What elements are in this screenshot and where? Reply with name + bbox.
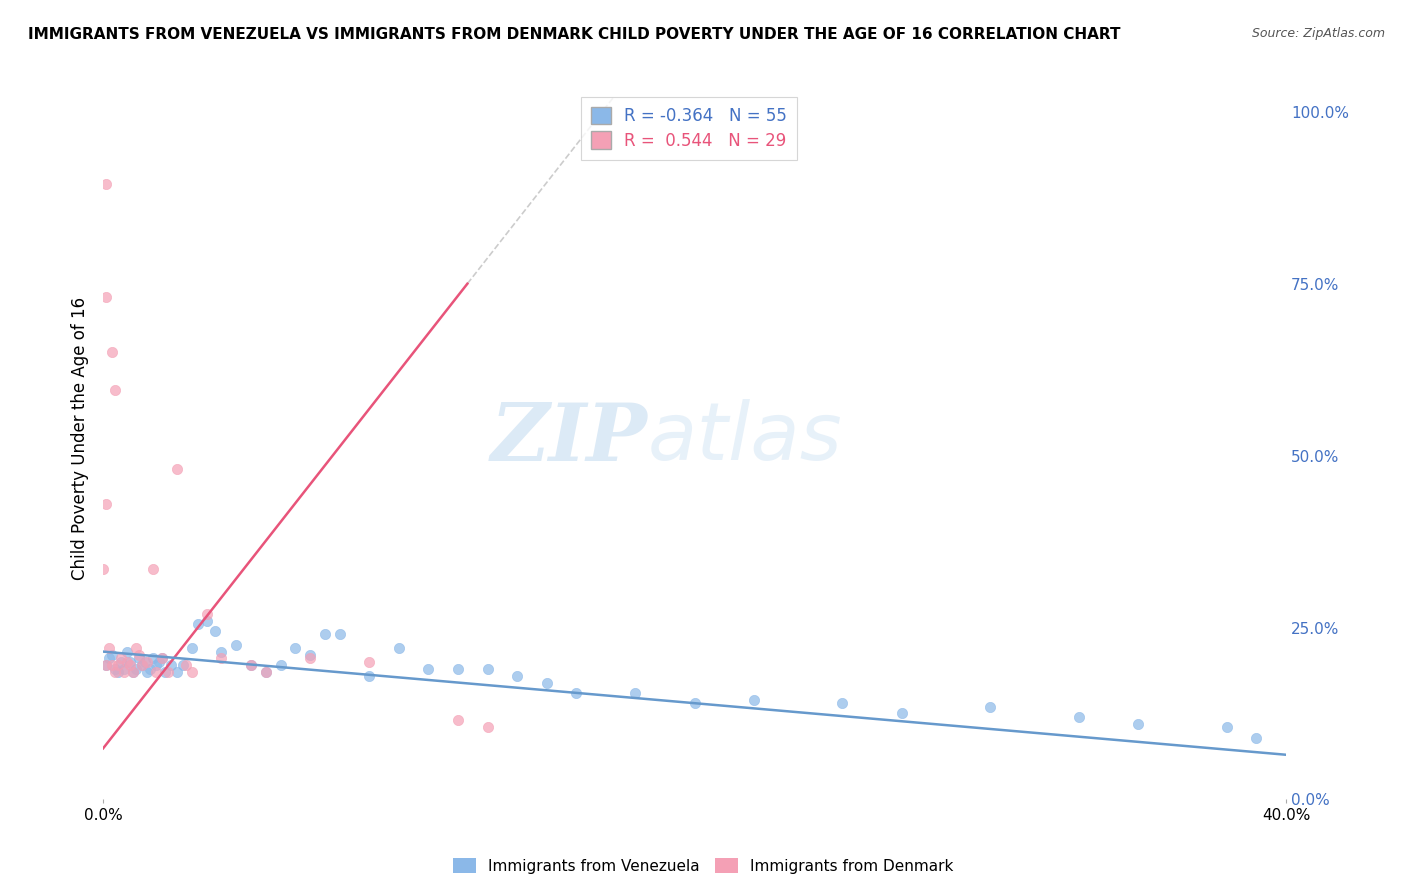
Point bbox=[128, 648, 150, 662]
Point bbox=[225, 638, 247, 652]
Point bbox=[174, 658, 197, 673]
Point bbox=[565, 686, 588, 700]
Text: IMMIGRANTS FROM VENEZUELA VS IMMIGRANTS FROM DENMARK CHILD POVERTY UNDER THE AGE: IMMIGRANTS FROM VENEZUELA VS IMMIGRANTS … bbox=[28, 27, 1121, 42]
Point bbox=[136, 665, 159, 680]
Legend: Immigrants from Venezuela, Immigrants from Denmark: Immigrants from Venezuela, Immigrants fr… bbox=[447, 852, 959, 880]
Point bbox=[477, 662, 499, 676]
Point bbox=[115, 645, 138, 659]
Point bbox=[148, 655, 170, 669]
Point bbox=[98, 641, 121, 656]
Point bbox=[506, 668, 529, 682]
Point bbox=[683, 696, 706, 710]
Text: ZIP: ZIP bbox=[491, 400, 647, 477]
Point bbox=[359, 655, 381, 669]
Point bbox=[359, 668, 381, 682]
Point bbox=[831, 696, 853, 710]
Point bbox=[134, 655, 156, 669]
Point bbox=[131, 658, 153, 673]
Point bbox=[447, 714, 470, 728]
Point bbox=[195, 607, 218, 621]
Point bbox=[94, 497, 117, 511]
Point bbox=[136, 655, 159, 669]
Point bbox=[121, 665, 143, 680]
Point bbox=[101, 648, 124, 662]
Point bbox=[124, 641, 146, 656]
Point bbox=[254, 665, 277, 680]
Point bbox=[166, 665, 188, 680]
Point bbox=[104, 665, 127, 680]
Point bbox=[1246, 731, 1268, 745]
Point bbox=[110, 655, 132, 669]
Legend: R = -0.364   N = 55, R =  0.544   N = 29: R = -0.364 N = 55, R = 0.544 N = 29 bbox=[581, 96, 797, 160]
Point bbox=[94, 658, 117, 673]
Point bbox=[110, 651, 132, 665]
Point bbox=[624, 686, 647, 700]
Point bbox=[418, 662, 440, 676]
Point bbox=[139, 662, 162, 676]
Point bbox=[254, 665, 277, 680]
Point bbox=[115, 655, 138, 669]
Point bbox=[187, 617, 209, 632]
Point bbox=[388, 641, 411, 656]
Text: Source: ZipAtlas.com: Source: ZipAtlas.com bbox=[1251, 27, 1385, 40]
Point bbox=[204, 624, 226, 638]
Point bbox=[150, 651, 173, 665]
Point bbox=[270, 658, 292, 673]
Point bbox=[112, 665, 135, 680]
Point bbox=[101, 658, 124, 673]
Point bbox=[299, 651, 322, 665]
Point bbox=[155, 665, 177, 680]
Point bbox=[107, 665, 129, 680]
Y-axis label: Child Poverty Under the Age of 16: Child Poverty Under the Age of 16 bbox=[72, 297, 89, 580]
Point bbox=[150, 651, 173, 665]
Point bbox=[240, 658, 263, 673]
Point bbox=[299, 648, 322, 662]
Point bbox=[447, 662, 470, 676]
Point bbox=[890, 706, 912, 721]
Point bbox=[979, 699, 1001, 714]
Point bbox=[145, 658, 167, 673]
Point bbox=[124, 662, 146, 676]
Point bbox=[145, 665, 167, 680]
Point bbox=[172, 658, 194, 673]
Point bbox=[536, 675, 558, 690]
Point bbox=[157, 665, 180, 680]
Point bbox=[131, 658, 153, 673]
Point bbox=[742, 692, 765, 706]
Point bbox=[240, 658, 263, 673]
Point bbox=[118, 655, 141, 669]
Point bbox=[1126, 716, 1149, 731]
Point bbox=[107, 658, 129, 673]
Point bbox=[104, 662, 127, 676]
Point bbox=[477, 720, 499, 734]
Point bbox=[142, 651, 165, 665]
Point bbox=[94, 177, 117, 191]
Point bbox=[180, 665, 202, 680]
Point bbox=[98, 651, 121, 665]
Point bbox=[166, 462, 188, 476]
Point bbox=[180, 641, 202, 656]
Point bbox=[128, 651, 150, 665]
Text: atlas: atlas bbox=[647, 400, 842, 477]
Point bbox=[284, 641, 307, 656]
Point bbox=[314, 627, 336, 641]
Point bbox=[160, 658, 183, 673]
Point bbox=[94, 658, 117, 673]
Point bbox=[209, 651, 232, 665]
Point bbox=[91, 562, 114, 576]
Point bbox=[101, 345, 124, 359]
Point bbox=[1067, 710, 1090, 724]
Point bbox=[118, 658, 141, 673]
Point bbox=[104, 384, 127, 398]
Point bbox=[112, 662, 135, 676]
Point bbox=[1216, 720, 1239, 734]
Point bbox=[142, 562, 165, 576]
Point bbox=[329, 627, 352, 641]
Point bbox=[94, 290, 117, 304]
Point bbox=[209, 645, 232, 659]
Point bbox=[195, 614, 218, 628]
Point bbox=[121, 665, 143, 680]
